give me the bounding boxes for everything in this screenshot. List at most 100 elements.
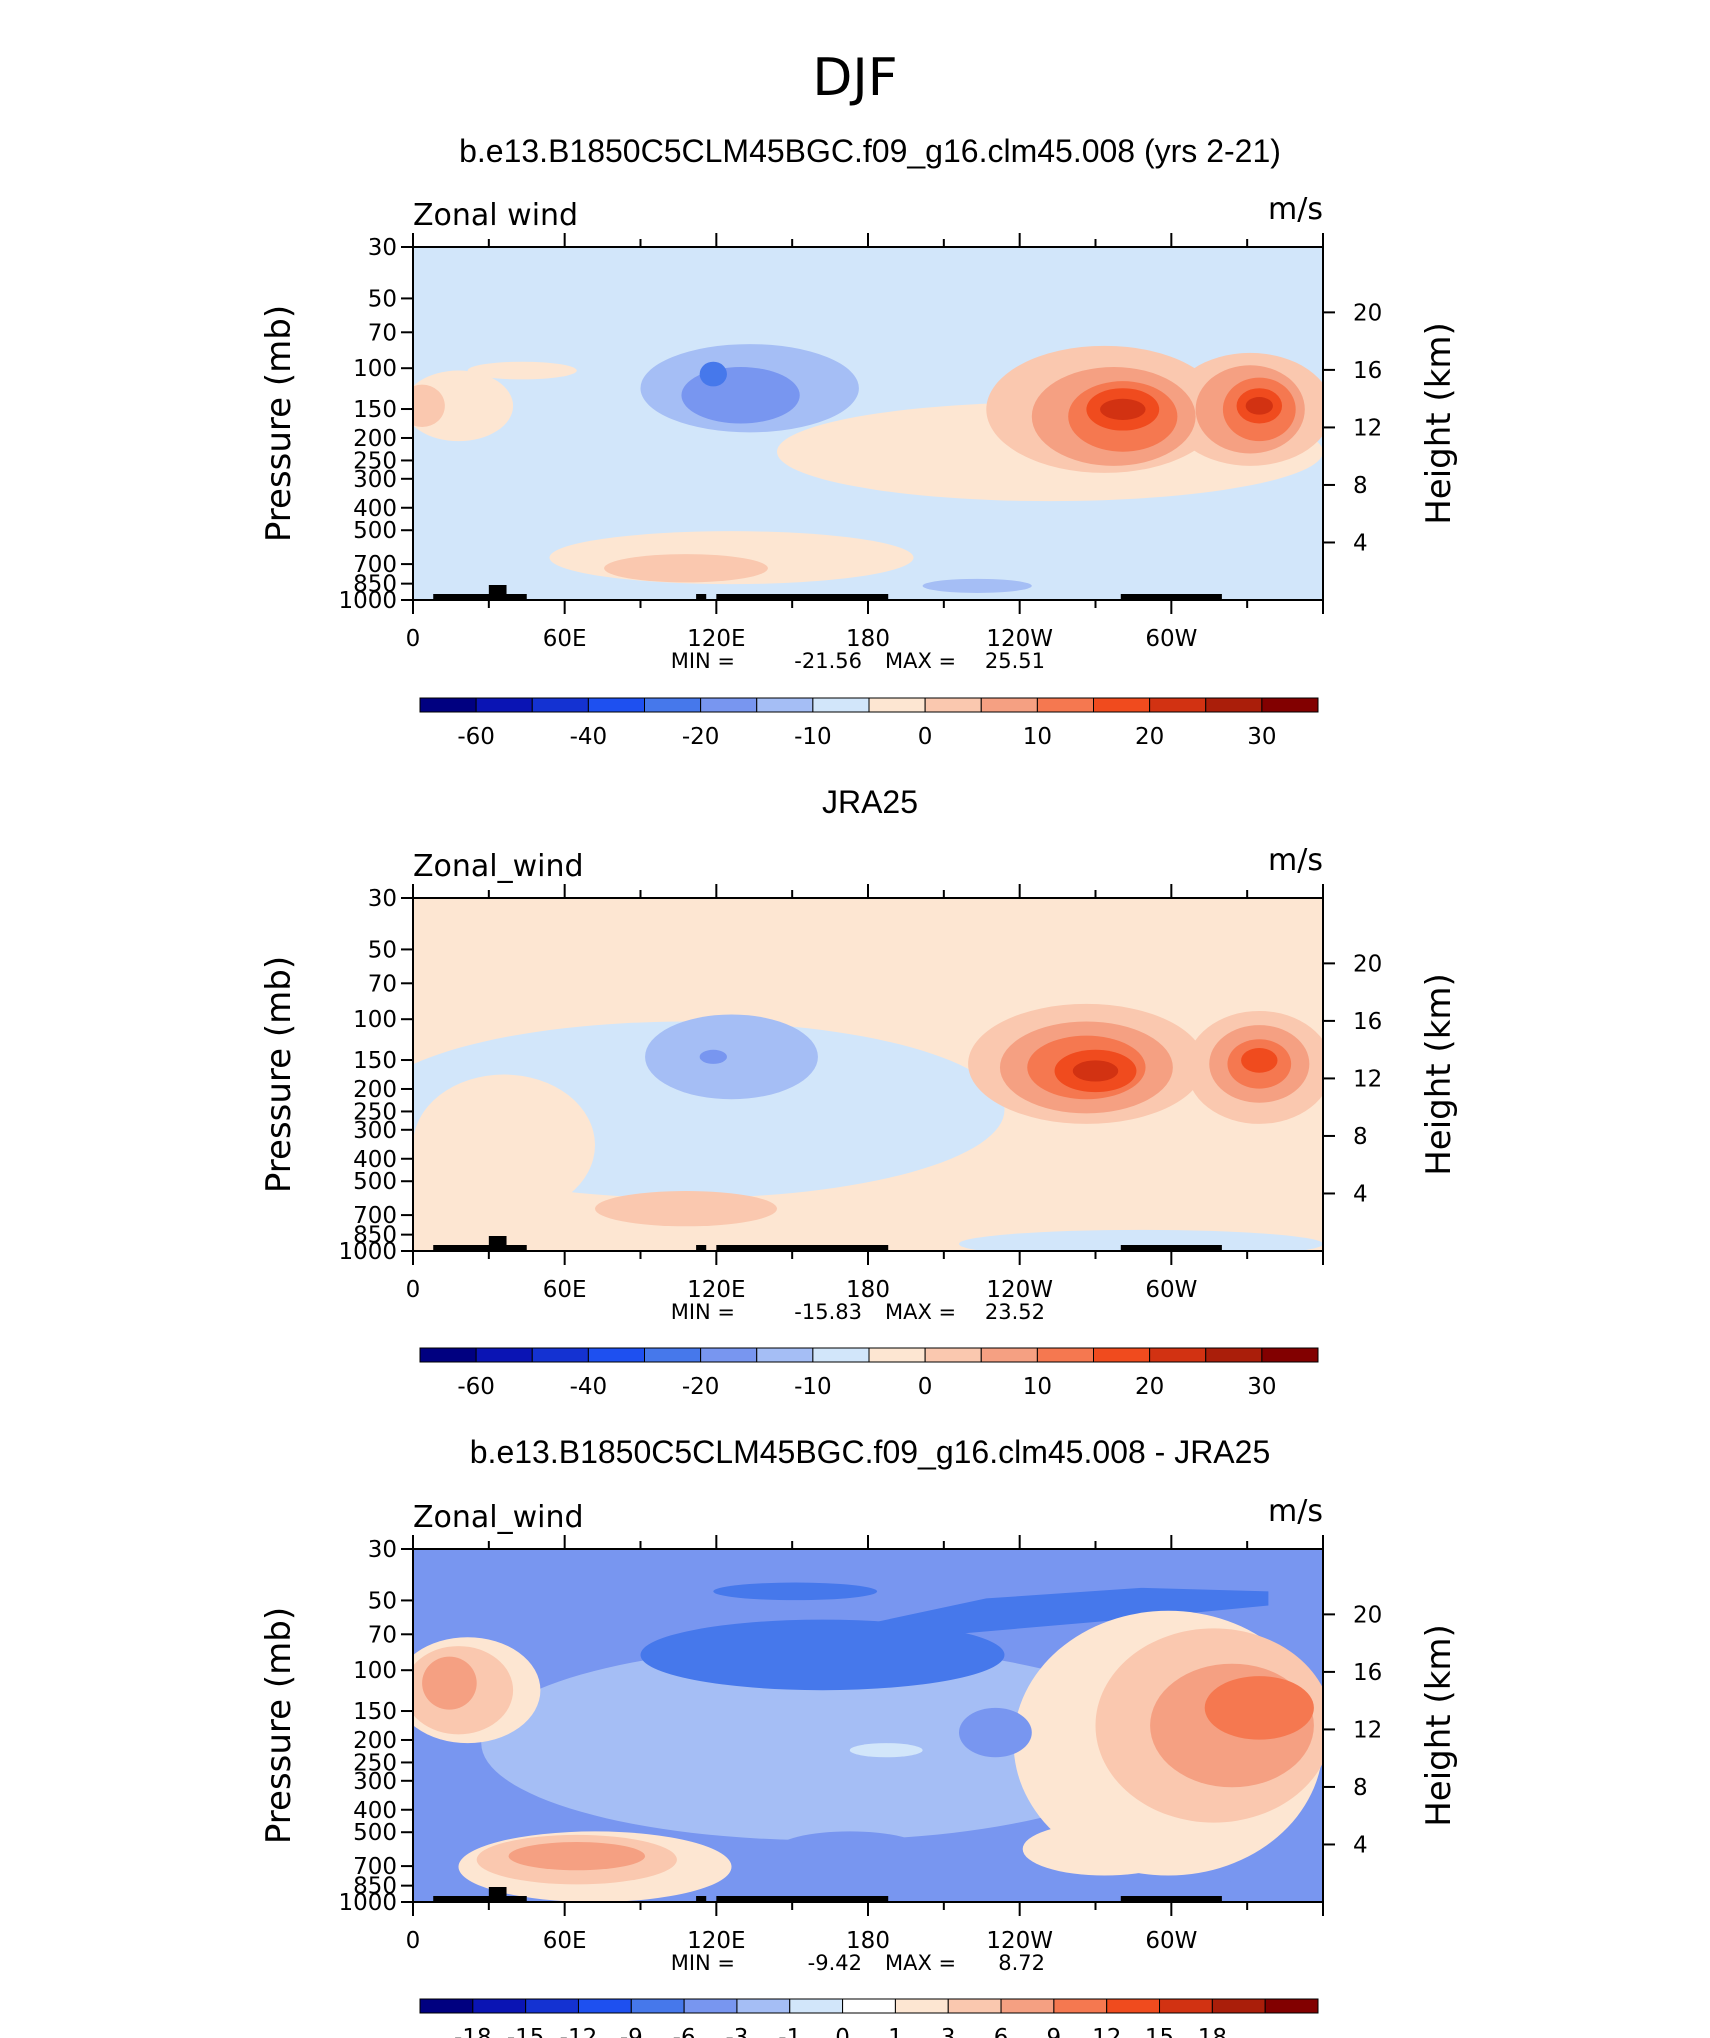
colorbar-label: 3	[941, 2025, 956, 2038]
topography	[1120, 1245, 1222, 1251]
y-tick-label: 250	[353, 448, 397, 474]
x-tick-label: 120W	[986, 626, 1053, 652]
x-tick-label: 0	[406, 626, 421, 652]
contour-region	[413, 370, 514, 442]
colorbar-swatch	[531, 697, 589, 713]
y-right-tick-label: 4	[1353, 1181, 1368, 1207]
colorbar-swatch	[1159, 1998, 1213, 2014]
y-tick-label: 100	[353, 356, 397, 382]
colorbar-label: -40	[570, 724, 608, 750]
colorbar-label: -1	[778, 2025, 801, 2038]
colorbar-label: 6	[994, 2025, 1009, 2038]
colorbar-swatch	[924, 697, 982, 713]
y-tick-label: 30	[368, 886, 397, 912]
y-tick-label: 300	[353, 467, 397, 493]
colorbar-label: 12	[1092, 2025, 1121, 2038]
x-tick-label: 60W	[1145, 1928, 1197, 1954]
contour-field	[413, 898, 1323, 1251]
colorbar-label: 15	[1145, 2025, 1174, 2038]
y-tick-label: 50	[368, 937, 397, 963]
units-label: m/s	[1268, 192, 1323, 227]
max-label: MAX =	[885, 1300, 956, 1324]
colorbar-swatch	[419, 697, 477, 713]
colorbar: -60 -40 -20 -10 0 10 20 30	[419, 1347, 1319, 1400]
y-right-tick-label: 8	[1353, 473, 1368, 499]
x-tick-label: 180	[846, 1277, 890, 1303]
colorbar-swatch	[1211, 1998, 1266, 2014]
contour-region	[922, 578, 1032, 593]
contour-region	[508, 1841, 646, 1871]
colorbar-swatch	[1205, 697, 1263, 713]
x-tick-label: 180	[846, 1928, 890, 1954]
colorbar-label: -15	[507, 2025, 545, 2038]
y-right-tick-label: 20	[1353, 951, 1382, 977]
y-tick-label: 700	[353, 1854, 397, 1880]
colorbar-label: 9	[1047, 2025, 1062, 2038]
contour-region	[640, 1619, 1005, 1691]
colorbar-label: -20	[682, 724, 720, 750]
colorbar-label: -10	[794, 724, 832, 750]
contour-region	[1245, 397, 1273, 415]
colorbar-label: -3	[725, 2025, 748, 2038]
min-label: MIN =	[671, 1300, 735, 1324]
colorbar-label: 1	[888, 2025, 903, 2038]
y-tick-label: 700	[353, 552, 397, 578]
y-tick-label: 400	[353, 496, 397, 522]
y-right-axis-label: Height (km)	[1419, 322, 1459, 525]
topography	[488, 1887, 507, 1902]
contour-region	[681, 367, 800, 424]
y-tick-label: 500	[353, 1820, 397, 1846]
contour-region	[595, 1190, 777, 1227]
y-tick-label: 1000	[338, 1239, 397, 1265]
y-tick-label: 1000	[338, 1890, 397, 1916]
colorbar-label: 18	[1198, 2025, 1227, 2038]
colorbar-swatch	[868, 697, 926, 713]
colorbar-swatch	[736, 1998, 791, 2014]
colorbar-swatch	[472, 1998, 527, 2014]
min-value: -15.83	[794, 1300, 862, 1324]
panel-title: JRA25	[822, 784, 918, 820]
topography	[696, 1896, 707, 1902]
colorbar-swatch	[644, 697, 702, 713]
y-tick-label: 400	[353, 1798, 397, 1824]
colorbar-label: -60	[457, 1374, 495, 1400]
x-tick-label: 60E	[543, 1277, 587, 1303]
min-value: -21.56	[794, 649, 862, 673]
chart-panel-3: b.e13.B1850C5CLM45BGC.f09_g16.clm45.008 …	[259, 1434, 1459, 2038]
units-label: m/s	[1268, 1494, 1323, 1529]
topography	[433, 1245, 527, 1251]
colorbar-swatch	[644, 1347, 702, 1363]
colorbar-label: 0	[918, 1374, 933, 1400]
x-tick-label: 120W	[986, 1277, 1053, 1303]
colorbar-swatch	[525, 1998, 579, 2014]
x-tick-label: 120E	[687, 1277, 745, 1303]
y-right-tick-label: 16	[1353, 1009, 1382, 1035]
units-label: m/s	[1268, 843, 1323, 878]
colorbar: -60 -40 -20 -10 0 10 20 30	[419, 697, 1319, 750]
colorbar-swatch	[1036, 697, 1094, 713]
x-tick-label: 180	[846, 626, 890, 652]
colorbar-swatch	[700, 697, 758, 713]
colorbar-swatch	[577, 1998, 632, 2014]
max-value: 25.51	[985, 649, 1045, 673]
colorbar-swatch	[947, 1998, 1002, 2014]
y-tick-label: 30	[368, 235, 397, 261]
y-right-tick-label: 8	[1353, 1124, 1368, 1150]
max-label: MAX =	[885, 649, 956, 673]
contour-region	[1222, 1859, 1314, 1888]
contour-region	[413, 384, 445, 428]
colorbar-swatch	[531, 1347, 589, 1363]
contour-region	[467, 361, 577, 380]
topography	[433, 1896, 527, 1902]
y-tick-label: 150	[353, 1699, 397, 1725]
y-tick-label: 400	[353, 1147, 397, 1173]
topography	[488, 585, 507, 600]
y-tick-label: 50	[368, 286, 397, 312]
colorbar-label: -18	[454, 2025, 492, 2038]
y-tick-label: 200	[353, 1728, 397, 1754]
colorbar-swatch	[1093, 1347, 1151, 1363]
colorbar-swatch	[812, 1347, 870, 1363]
colorbar-label: -40	[570, 1374, 608, 1400]
y-axis-label: Pressure (mb)	[259, 305, 299, 542]
